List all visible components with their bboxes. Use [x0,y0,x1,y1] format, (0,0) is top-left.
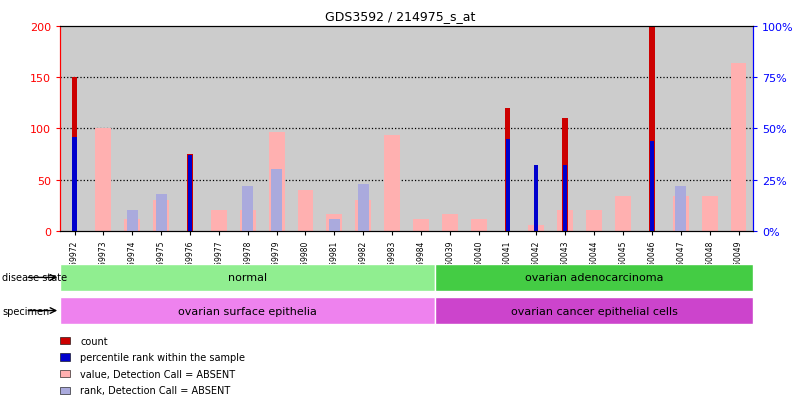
Bar [326,215,342,231]
Bar [563,166,567,231]
Bar [155,195,167,231]
Bar [127,211,138,231]
Bar [60,297,436,324]
Text: specimen: specimen [2,306,50,316]
Bar [534,166,538,231]
Bar [72,137,77,231]
Bar [586,211,602,231]
Bar [505,139,509,231]
Bar [358,184,368,231]
Bar [505,109,510,231]
Bar [60,264,436,291]
Bar [71,78,78,231]
Bar [673,197,689,231]
Bar [271,170,282,231]
Bar [124,219,140,231]
Text: value, Detection Call = ABSENT: value, Detection Call = ABSENT [80,369,235,379]
Text: rank, Detection Call = ABSENT: rank, Detection Call = ABSENT [80,385,231,395]
Bar [562,119,568,231]
Bar [702,197,718,231]
Bar [529,225,545,231]
Bar [95,129,111,231]
Text: count: count [80,336,107,346]
Bar [615,197,631,231]
Bar [268,133,284,231]
Bar [187,154,193,231]
Bar [436,264,753,291]
Text: disease state: disease state [2,273,67,283]
Bar [731,64,747,231]
Bar [239,211,256,231]
Bar [188,156,192,231]
Bar [471,219,487,231]
Text: percentile rank within the sample: percentile rank within the sample [80,352,245,362]
Bar [211,211,227,231]
Bar [649,27,654,231]
Text: ovarian adenocarcinoma: ovarian adenocarcinoma [525,273,663,283]
Text: GDS3592 / 214975_s_at: GDS3592 / 214975_s_at [325,10,476,23]
Text: ovarian cancer epithelial cells: ovarian cancer epithelial cells [511,306,678,316]
Bar [356,201,371,231]
Bar [413,219,429,231]
Text: ovarian surface epithelia: ovarian surface epithelia [179,306,317,316]
Bar [242,186,253,231]
Bar [384,135,400,231]
Bar [442,215,457,231]
Bar [557,211,574,231]
Bar [153,201,169,231]
Bar [675,186,686,231]
Text: normal: normal [228,273,268,283]
Bar [297,190,313,231]
Bar [329,219,340,231]
Bar [650,141,654,231]
Bar [436,297,753,324]
